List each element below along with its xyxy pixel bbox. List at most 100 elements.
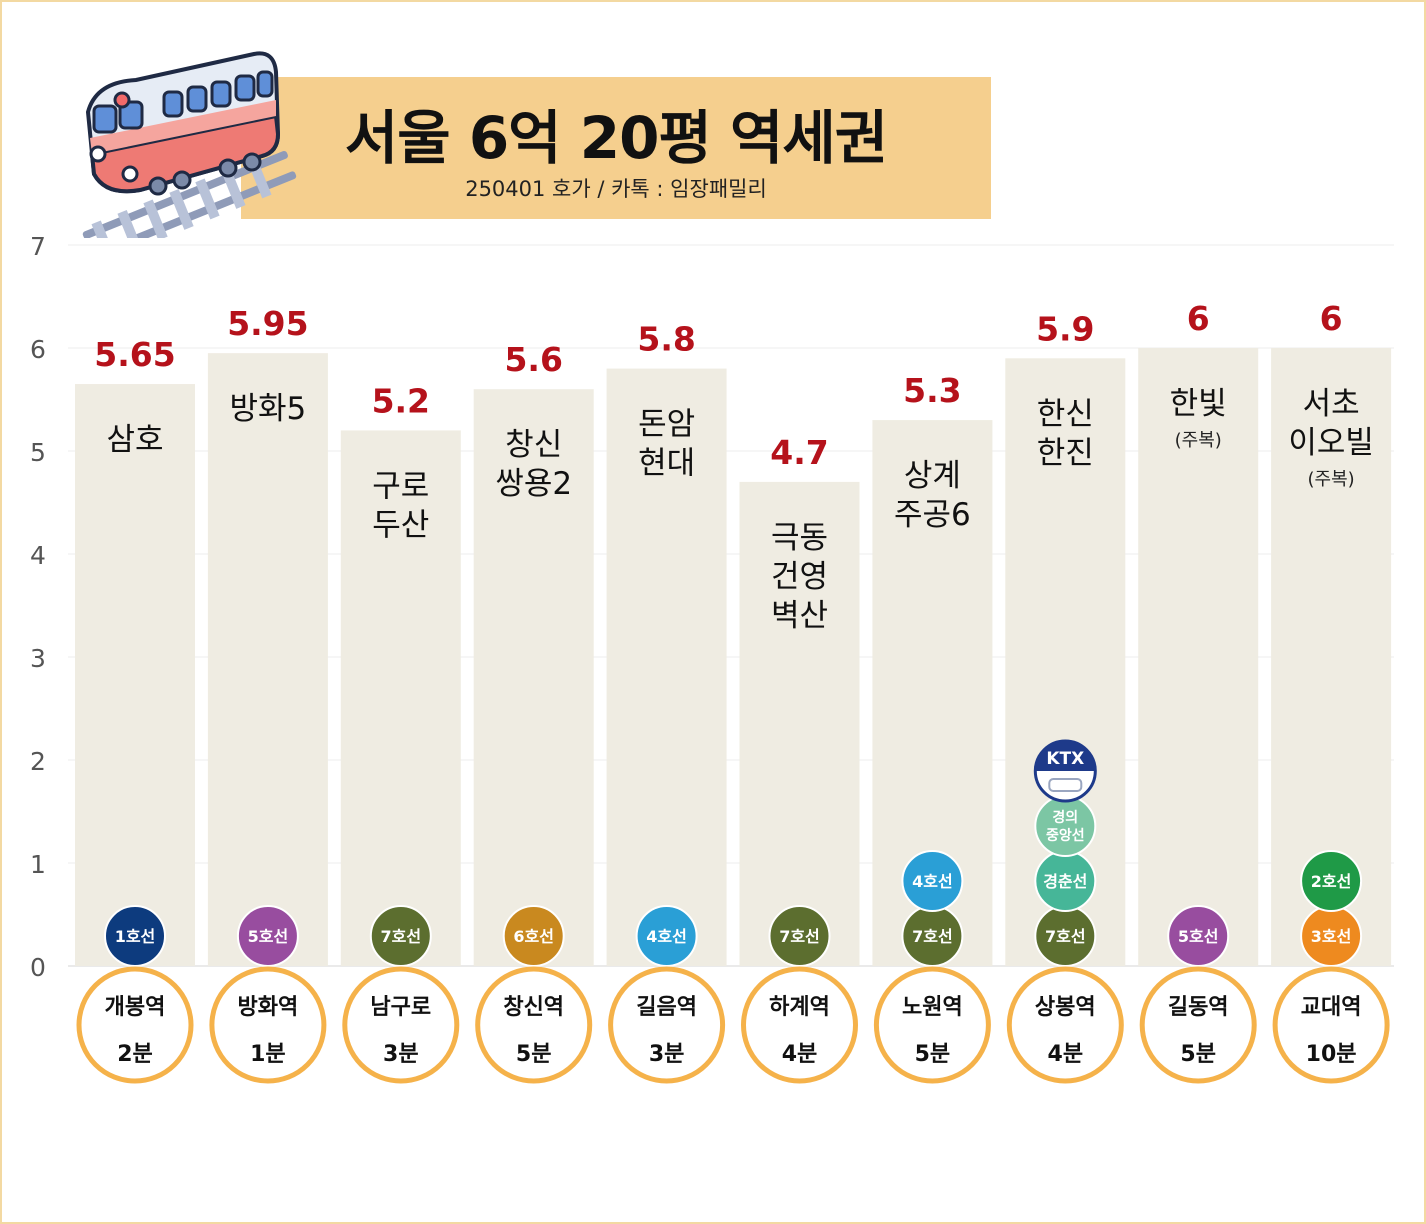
bar-category-label: 상계 <box>904 458 961 494</box>
title-banner: 서울 6억 20평 역세권 250401 호가 / 카톡 : 임장패밀리 <box>241 77 991 219</box>
value-label: 5.8 <box>637 320 695 359</box>
station-circle <box>608 966 726 1084</box>
bar-category-label: 극동 <box>771 520 828 556</box>
station-name: 길음역 <box>636 995 697 1020</box>
station-circle <box>741 966 858 1084</box>
line-badge-label: 2호선 <box>1311 872 1352 891</box>
line-badge <box>369 905 432 967</box>
station-name: 노원역 <box>902 995 963 1020</box>
station-circle <box>76 966 194 1084</box>
bar-category-label: 건영 <box>771 559 828 595</box>
walk-time: 3분 <box>383 1042 419 1067</box>
station-circle <box>1139 966 1257 1084</box>
bar-category-label: 이오빌 <box>1288 425 1374 461</box>
line-badge-label: 4호선 <box>912 872 953 891</box>
walk-time: 3분 <box>649 1042 685 1067</box>
bar <box>340 430 461 966</box>
bar-category-label: 쌍용2 <box>495 466 572 502</box>
chart-title: 서울 6억 20평 역세권 <box>344 104 888 172</box>
ktx-badge-top <box>1035 741 1096 771</box>
station-circle <box>475 966 593 1084</box>
station-name: 상봉역 <box>1035 995 1096 1020</box>
bar-note: (주복) <box>1175 430 1222 451</box>
bar-category-label: 한진 <box>1037 435 1094 471</box>
walk-time: 4분 <box>782 1042 818 1067</box>
bar <box>739 481 860 966</box>
y-tick-label: 5 <box>30 438 46 467</box>
line-badge-label: 5호선 <box>1178 927 1219 946</box>
bar-category-label: 서초 <box>1303 386 1360 422</box>
bar-category-label: 삼호 <box>106 422 163 458</box>
bar <box>1138 348 1259 966</box>
value-label: 5.9 <box>1036 309 1094 348</box>
walk-time: 4분 <box>1048 1042 1084 1067</box>
line-badge-label: 7호선 <box>381 927 422 946</box>
line-badge <box>768 905 831 967</box>
line-badge-label: 경춘선 <box>1043 872 1087 891</box>
y-tick-label: 7 <box>30 232 46 261</box>
line-badge <box>1167 905 1230 967</box>
line-badge-label: 5호선 <box>248 927 289 946</box>
station-name: 개봉역 <box>105 995 166 1020</box>
walk-time: 10분 <box>1306 1042 1357 1067</box>
y-tick-label: 0 <box>30 953 46 982</box>
line-badge <box>502 905 565 967</box>
y-tick-label: 4 <box>30 541 46 570</box>
bar-note: (주복) <box>1308 469 1355 490</box>
bar-category-label: 현대 <box>638 446 695 482</box>
train-icon <box>82 51 297 238</box>
chart-subtitle: 250401 호가 / 카톡 : 임장패밀리 <box>465 177 767 201</box>
station-name: 교대역 <box>1301 995 1362 1020</box>
line-badge-label: 4호선 <box>646 927 687 946</box>
line-badge <box>635 905 698 967</box>
walk-time: 5분 <box>915 1042 951 1067</box>
station-name: 길동역 <box>1168 995 1229 1020</box>
bar <box>606 368 727 967</box>
y-tick-label: 1 <box>30 850 46 879</box>
bar-category-label: 주공6 <box>894 497 971 533</box>
bar-category-label: 구로 <box>372 468 429 504</box>
line-badge <box>236 905 299 967</box>
station-circle <box>209 966 327 1084</box>
bar <box>473 389 594 966</box>
bar-category-label: 한빛 <box>1170 386 1227 422</box>
line-badge-label: 중앙선 <box>1046 827 1085 844</box>
walk-time: 1분 <box>250 1042 286 1067</box>
station-name: 방화역 <box>238 995 299 1020</box>
line-badge <box>901 850 964 912</box>
bar-category-label: 방화5 <box>230 391 307 427</box>
value-label: 5.95 <box>227 304 308 343</box>
ktx-label: KTX <box>1046 749 1084 769</box>
line-badge <box>104 905 166 967</box>
line-badge-label: 3호선 <box>1311 927 1352 946</box>
station-name: 하계역 <box>769 995 830 1020</box>
y-tick-label: 6 <box>30 335 46 364</box>
bar-category-label: 돈암 <box>638 407 695 443</box>
line-badge-label: 7호선 <box>1045 927 1086 946</box>
station-name: 남구로 <box>370 995 431 1020</box>
value-label: 5.3 <box>903 371 961 410</box>
line-badge-label: 6호선 <box>513 927 554 946</box>
value-label: 5.65 <box>94 335 175 374</box>
value-label: 5.2 <box>372 381 430 420</box>
walk-time: 2분 <box>117 1042 153 1067</box>
station-circle <box>1006 966 1124 1084</box>
bar-category-label: 창신 <box>505 427 562 463</box>
line-badge-label: 1호선 <box>115 927 156 946</box>
walk-time: 5분 <box>516 1042 552 1067</box>
walk-time: 5분 <box>1180 1042 1216 1067</box>
line-badge <box>1300 850 1363 912</box>
value-label: 6 <box>1320 299 1343 338</box>
value-label: 6 <box>1187 299 1210 338</box>
line-badge-label: 7호선 <box>912 927 953 946</box>
value-label: 5.6 <box>504 340 562 379</box>
bar <box>207 353 328 966</box>
line-badge <box>1034 795 1097 857</box>
bar-category-label: 두산 <box>372 507 429 543</box>
train-small-icon <box>1048 778 1083 792</box>
bar <box>75 384 195 966</box>
station-name: 창신역 <box>503 995 564 1020</box>
station-circle <box>342 966 460 1084</box>
